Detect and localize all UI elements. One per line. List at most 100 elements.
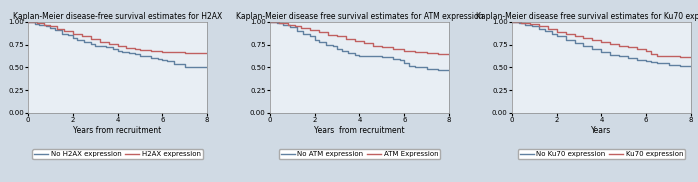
No ATM expression (433, 69, 442, 71)
No H2AX expression (124, 52, 133, 54)
No H2AX expression (203, 66, 211, 68)
ATM Expression (359, 42, 368, 44)
No Ku70 expression (514, 22, 523, 24)
No ATM expression (400, 62, 408, 64)
H2AX expression (96, 41, 104, 43)
No Ku70 expression (552, 35, 560, 37)
Title: Kaplan-Meier disease-free survival estimates for H2AX: Kaplan-Meier disease-free survival estim… (13, 12, 222, 21)
ATM Expression (422, 52, 431, 54)
Ku70 expression (606, 43, 614, 45)
No ATM expression (344, 52, 352, 54)
Line: ATM Expression: ATM Expression (270, 22, 449, 54)
Line: Ku70 expression: Ku70 expression (512, 22, 691, 57)
H2AX expression (24, 21, 32, 23)
No ATM expression (322, 43, 330, 46)
No ATM expression (396, 59, 404, 61)
No H2AX expression (68, 37, 77, 39)
No ATM expression (279, 23, 288, 26)
No ATM expression (315, 41, 323, 43)
No Ku70 expression (633, 59, 641, 61)
Line: No Ku70 expression: No Ku70 expression (512, 22, 691, 66)
No H2AX expression (31, 23, 39, 25)
No H2AX expression (51, 29, 59, 31)
ATM Expression (324, 33, 332, 36)
ATM Expression (333, 35, 341, 37)
No ATM expression (337, 50, 346, 52)
Ku70 expression (570, 35, 579, 37)
H2AX expression (158, 51, 167, 53)
No Ku70 expression (642, 60, 651, 62)
No Ku70 expression (541, 30, 549, 32)
No ATM expression (299, 33, 308, 35)
Ku70 expression (653, 54, 662, 57)
Ku70 expression (615, 44, 623, 47)
H2AX expression (105, 43, 113, 45)
Line: No H2AX expression: No H2AX expression (28, 22, 207, 67)
No H2AX expression (46, 27, 54, 29)
No Ku70 expression (561, 39, 570, 41)
No H2AX expression (192, 66, 200, 68)
Line: No ATM expression: No ATM expression (270, 22, 449, 70)
Ku70 expression (676, 56, 684, 58)
No ATM expression (272, 22, 281, 24)
No Ku70 expression (676, 64, 684, 67)
No H2AX expression (35, 23, 43, 26)
No Ku70 expression (653, 62, 662, 64)
ATM Expression (378, 46, 386, 48)
ATM Expression (400, 50, 408, 52)
H2AX expression (33, 22, 41, 24)
ATM Expression (351, 40, 359, 42)
No Ku70 expression (597, 51, 606, 53)
Legend: No Ku70 expression, Ku70 expression: No Ku70 expression, Ku70 expression (517, 149, 685, 159)
H2AX expression (135, 49, 144, 51)
H2AX expression (203, 52, 211, 54)
No H2AX expression (91, 44, 99, 47)
No Ku70 expression (588, 48, 597, 50)
H2AX expression (68, 33, 77, 35)
Ku70 expression (535, 25, 543, 27)
ATM Expression (315, 31, 323, 33)
H2AX expression (113, 45, 121, 48)
H2AX expression (131, 48, 140, 50)
Ku70 expression (633, 48, 641, 50)
No H2AX expression (73, 39, 82, 41)
No H2AX expression (80, 41, 88, 43)
No ATM expression (286, 26, 295, 28)
No Ku70 expression (528, 25, 536, 27)
Ku70 expression (507, 21, 516, 23)
No H2AX expression (64, 34, 73, 37)
No H2AX expression (163, 60, 171, 62)
No ATM expression (328, 45, 336, 48)
Title: Kaplan-Meier disease free survival estimates for Ku70 expression: Kaplan-Meier disease free survival estim… (476, 12, 698, 21)
Title: Kaplan-Meier disease free survival estimates for ATM expression: Kaplan-Meier disease free survival estim… (236, 12, 483, 21)
ATM Expression (433, 53, 442, 55)
No ATM expression (292, 30, 301, 32)
No H2AX expression (118, 51, 126, 53)
No H2AX expression (154, 58, 162, 60)
ATM Expression (445, 53, 453, 55)
Line: H2AX expression: H2AX expression (28, 22, 207, 53)
ATM Expression (266, 21, 274, 23)
H2AX expression (122, 47, 131, 49)
No ATM expression (266, 21, 274, 23)
No Ku70 expression (521, 23, 529, 26)
H2AX expression (46, 25, 54, 27)
No H2AX expression (102, 46, 110, 48)
X-axis label: Years: Years (591, 126, 611, 135)
ATM Expression (290, 25, 299, 27)
Ku70 expression (646, 53, 655, 55)
No H2AX expression (135, 54, 144, 57)
H2AX expression (59, 30, 68, 32)
No H2AX expression (96, 45, 104, 48)
Ku70 expression (517, 22, 525, 24)
ATM Expression (342, 38, 350, 40)
No Ku70 expression (664, 64, 673, 66)
Ku70 expression (687, 56, 695, 58)
No H2AX expression (57, 33, 66, 35)
No H2AX expression (109, 48, 117, 50)
Ku70 expression (579, 37, 588, 39)
No ATM expression (389, 58, 397, 60)
Ku70 expression (664, 55, 673, 58)
No ATM expression (411, 66, 419, 68)
Ku70 expression (597, 41, 606, 43)
